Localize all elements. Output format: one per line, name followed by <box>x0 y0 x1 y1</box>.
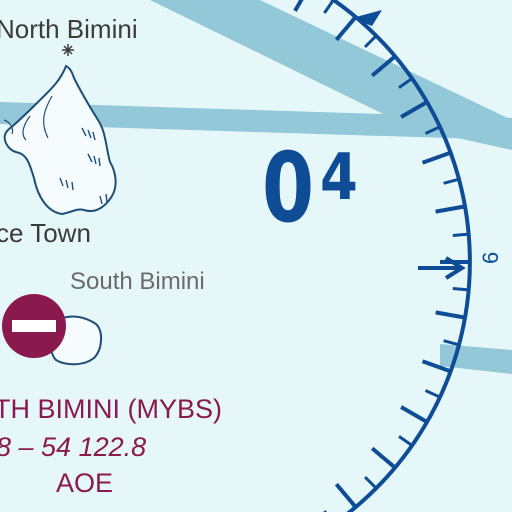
zone-number-big: 0 <box>262 132 315 244</box>
compass-tick <box>400 100 429 119</box>
airport-name-label: TH BIMINI (MYBS) <box>0 394 222 424</box>
compass-tick <box>370 446 397 470</box>
airway-band-middle <box>0 102 512 140</box>
obstruction-star-icon <box>62 44 74 56</box>
compass-tick <box>424 125 441 135</box>
alice-town-label: ce Town <box>0 218 91 248</box>
compass-tick <box>424 389 441 399</box>
compass-tick <box>421 150 452 165</box>
compass-tick <box>334 15 358 42</box>
compass-tick <box>443 339 460 347</box>
compass-tick <box>435 204 466 214</box>
compass-tick <box>443 177 460 185</box>
compass-east-arrow-icon <box>418 256 466 280</box>
north-bimini-island <box>3 64 117 216</box>
compass-tick <box>452 287 469 292</box>
airport-symbol-icon <box>2 294 66 358</box>
compass-arrow-icon <box>352 10 382 26</box>
airport-code-label: AOE <box>56 468 114 498</box>
compass-tick <box>363 475 378 490</box>
airway-band-north <box>150 0 512 150</box>
north-bimini-label: North Bimini <box>0 14 138 44</box>
compass-tick <box>398 435 413 447</box>
compass-tick <box>363 34 378 49</box>
compass-tick <box>370 54 397 78</box>
zone-number-small: 4 <box>320 141 358 215</box>
south-bimini-label: South Bimini <box>70 268 205 295</box>
compass-tick <box>293 0 304 12</box>
compass-tick <box>334 482 358 509</box>
compass-tick <box>421 359 452 374</box>
compass-label-6: 6 <box>478 252 503 264</box>
compass-tick <box>323 0 335 14</box>
compass-ticks <box>293 0 470 512</box>
compass-tick <box>452 232 469 237</box>
airport-frequency-label: 8 – 54 122.8 <box>0 432 147 462</box>
compass-tick <box>400 405 429 424</box>
compass-tick <box>398 77 413 89</box>
compass-rose <box>293 0 472 512</box>
compass-tick <box>435 310 466 320</box>
